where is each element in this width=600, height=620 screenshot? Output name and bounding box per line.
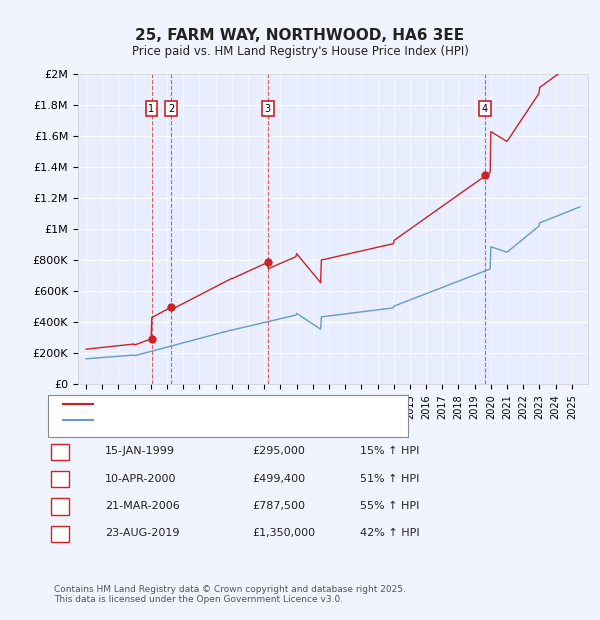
Text: 4: 4 (482, 104, 488, 113)
Text: £1,350,000: £1,350,000 (252, 528, 315, 538)
Text: 15-JAN-1999: 15-JAN-1999 (105, 446, 175, 456)
Text: 55% ↑ HPI: 55% ↑ HPI (360, 501, 419, 511)
Text: Price paid vs. HM Land Registry's House Price Index (HPI): Price paid vs. HM Land Registry's House … (131, 45, 469, 58)
Text: 25, FARM WAY, NORTHWOOD, HA6 3EE: 25, FARM WAY, NORTHWOOD, HA6 3EE (136, 28, 464, 43)
Text: Contains HM Land Registry data © Crown copyright and database right 2025.
This d: Contains HM Land Registry data © Crown c… (54, 585, 406, 604)
Text: £499,400: £499,400 (252, 474, 305, 484)
Text: 25, FARM WAY, NORTHWOOD, HA6 3EE (detached house): 25, FARM WAY, NORTHWOOD, HA6 3EE (detach… (97, 399, 382, 409)
Text: 1: 1 (148, 104, 155, 113)
Text: HPI: Average price, detached house, Three Rivers: HPI: Average price, detached house, Thre… (97, 415, 344, 425)
Text: 10-APR-2000: 10-APR-2000 (105, 474, 176, 484)
Text: 1: 1 (56, 446, 64, 456)
Text: 51% ↑ HPI: 51% ↑ HPI (360, 474, 419, 484)
Text: 2: 2 (56, 474, 64, 484)
Text: 3: 3 (265, 104, 271, 113)
Text: 21-MAR-2006: 21-MAR-2006 (105, 501, 180, 511)
Text: 2: 2 (168, 104, 175, 113)
Text: £787,500: £787,500 (252, 501, 305, 511)
Text: 4: 4 (56, 528, 64, 538)
Text: £295,000: £295,000 (252, 446, 305, 456)
Text: 3: 3 (56, 501, 64, 511)
Text: 23-AUG-2019: 23-AUG-2019 (105, 528, 179, 538)
Text: 42% ↑ HPI: 42% ↑ HPI (360, 528, 419, 538)
Text: 15% ↑ HPI: 15% ↑ HPI (360, 446, 419, 456)
